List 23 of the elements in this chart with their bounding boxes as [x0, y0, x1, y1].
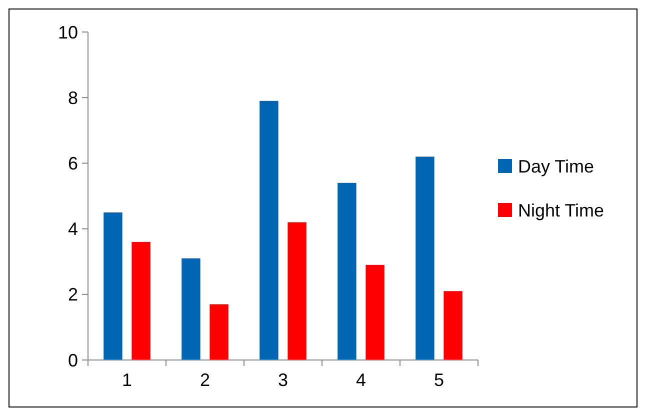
y-tick-label: 6: [68, 154, 78, 174]
y-tick-label: 4: [68, 219, 78, 240]
bar: [288, 222, 306, 360]
x-tick-label: 4: [356, 370, 366, 390]
x-tick-label: 3: [278, 370, 288, 390]
bar: [366, 264, 384, 360]
y-tick-label: 2: [68, 284, 78, 305]
y-tick-label: 0: [68, 350, 78, 370]
bar: [132, 242, 150, 360]
bar: [210, 304, 228, 360]
bar: [444, 291, 462, 360]
x-tick-label: 5: [434, 370, 444, 390]
legend-label: Night Time: [518, 200, 604, 220]
y-tick-label: 8: [68, 88, 78, 108]
bar: [338, 182, 356, 360]
legend-label: Day Time: [518, 156, 594, 176]
bar: [104, 212, 122, 360]
x-tick-label: 1: [122, 370, 132, 390]
x-tick-label: 2: [200, 370, 210, 390]
bar: [182, 258, 200, 360]
bar: [416, 156, 434, 360]
y-tick-label: 10: [58, 22, 78, 42]
bar: [260, 100, 278, 360]
